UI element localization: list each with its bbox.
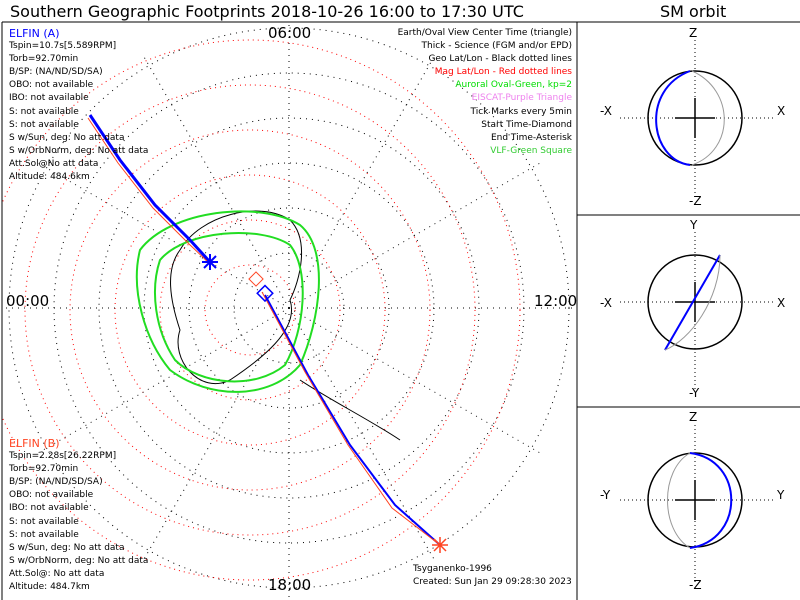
start-diamond-icon bbox=[256, 284, 274, 303]
sm2-left: -X bbox=[600, 296, 612, 310]
legend-item: VLF-Green Square bbox=[490, 145, 572, 156]
sm3-left: -Y bbox=[600, 488, 611, 502]
polar-grid bbox=[2, 22, 577, 598]
legend-item: Mag Lat/Lon - Red dotted lines bbox=[434, 67, 572, 78]
info-line: OBO: not available bbox=[9, 80, 94, 91]
legend-item: Thick - Science (FGM and/or EPD) bbox=[421, 41, 572, 52]
info-line: Altitude: 484.7km bbox=[9, 582, 90, 593]
legend-item: Start Time-Diamond bbox=[481, 119, 572, 130]
info-line: Att.Sol@: No att data bbox=[9, 568, 105, 579]
info-line: Tspin=2.28s[26.22RPM] bbox=[9, 451, 117, 462]
start-diamond-b-icon bbox=[248, 271, 264, 287]
info-line: Torb=92.70min bbox=[9, 54, 79, 65]
auroral-oval-inner bbox=[154, 232, 304, 383]
coastline bbox=[170, 210, 401, 441]
meridian-line bbox=[37, 162, 290, 309]
legend-item: End Time-Asterisk bbox=[490, 132, 572, 143]
legend-item: Tick Marks every 5min bbox=[470, 106, 572, 117]
info-line: OBO: not available bbox=[9, 490, 94, 501]
plot-title: Southern Geographic Footprints 2018-10-2… bbox=[10, 2, 524, 21]
model-label: Tsyganenko-1996 bbox=[413, 564, 492, 574]
meridian-line bbox=[288, 56, 435, 309]
elfin-b-name: ELFIN (B) bbox=[9, 437, 60, 450]
legend-item: Geo Lat/Lon - Black dotted lines bbox=[428, 54, 572, 65]
elfin-a-name: ELFIN (A) bbox=[9, 27, 60, 40]
meridian-line bbox=[37, 307, 290, 454]
end-asterisk-b-icon bbox=[432, 537, 448, 553]
legend-item: Auroral Oval-Green, kp=2 bbox=[455, 80, 572, 91]
sm2-top: Y bbox=[690, 218, 698, 232]
info-line: B/SP: (NA/ND/SD/SA) bbox=[9, 67, 103, 78]
sm-orbit-title: SM orbit bbox=[660, 2, 727, 21]
info-line: Altitude: 484.6km bbox=[9, 172, 90, 183]
info-line: S: not available bbox=[9, 529, 79, 540]
info-line: B/SP: (NA/ND/SD/SA) bbox=[9, 477, 103, 488]
sm1-bottom: -Z bbox=[689, 194, 702, 208]
clock-06: 06:00 bbox=[268, 24, 312, 42]
meridian-line bbox=[288, 307, 435, 560]
created-label: Created: Sun Jan 29 09:28:30 2023 bbox=[413, 577, 572, 588]
elfin-a-track-2 bbox=[264, 294, 441, 546]
info-line: S: not available bbox=[9, 106, 79, 117]
meridian-line bbox=[143, 56, 290, 309]
meridian-line bbox=[288, 162, 541, 309]
meridian-line bbox=[288, 307, 541, 454]
info-line: S: not available bbox=[9, 119, 79, 130]
info-line: Att.Sol@No att data bbox=[9, 158, 99, 169]
sm-panel-yz bbox=[620, 425, 775, 585]
meridian-line bbox=[143, 307, 290, 560]
sm-panel-xz bbox=[620, 40, 775, 200]
info-line: S w/Sun, deg: No att data bbox=[9, 132, 125, 143]
elfin-b-track bbox=[87, 117, 209, 263]
sm3-right: Y bbox=[777, 488, 785, 502]
info-line: S w/Sun, deg: No att data bbox=[9, 542, 125, 553]
sm-orbit-panels bbox=[620, 40, 775, 585]
info-line: S w/OrbNorm, deg: No att data bbox=[9, 555, 149, 566]
credits: Tsyganenko-1996 Created: Sun Jan 29 09:2… bbox=[413, 563, 572, 589]
legend-item: Earth/Oval View Center Time (triangle) bbox=[397, 28, 572, 38]
auroral-oval-outer bbox=[135, 210, 320, 393]
info-line: S: not available bbox=[9, 516, 79, 527]
info-line: Torb=92.70min bbox=[9, 464, 79, 475]
legend-item: EISCAT-Purple Triangle bbox=[471, 93, 572, 104]
clock-18: 18:00 bbox=[268, 576, 312, 594]
info-line: IBO: not available bbox=[9, 503, 89, 514]
sm3-bottom: -Z bbox=[689, 578, 702, 592]
info-line: S w/OrbNorm, deg: No att data bbox=[9, 145, 149, 156]
clock-12: 12:00 bbox=[534, 292, 578, 310]
sm2-right: X bbox=[777, 296, 786, 310]
sm1-top: Z bbox=[689, 26, 698, 40]
end-asterisk-icon bbox=[202, 254, 218, 270]
elfin-a-info: ELFIN (A) Tspin=10.7s[5.589RPM] Torb=92.… bbox=[9, 27, 148, 184]
info-line: Tspin=10.7s[5.589RPM] bbox=[9, 41, 117, 52]
info-line: IBO: not available bbox=[9, 93, 89, 104]
sm-panel-xy bbox=[620, 232, 775, 392]
sm1-right: X bbox=[777, 104, 786, 118]
elfin-a-track bbox=[88, 114, 212, 264]
sm3-top: Z bbox=[689, 410, 698, 424]
sm2-bottom: -Y bbox=[689, 386, 700, 400]
legend: Earth/Oval View Center Time (triangle) Th… bbox=[398, 27, 572, 158]
elfin-b-info: ELFIN (B) Tspin=2.28s[26.22RPM] Torb=92.… bbox=[9, 437, 148, 594]
elfin-b-track-2 bbox=[261, 291, 441, 546]
sm1-left: -X bbox=[600, 104, 612, 118]
clock-00: 00:00 bbox=[6, 292, 50, 310]
